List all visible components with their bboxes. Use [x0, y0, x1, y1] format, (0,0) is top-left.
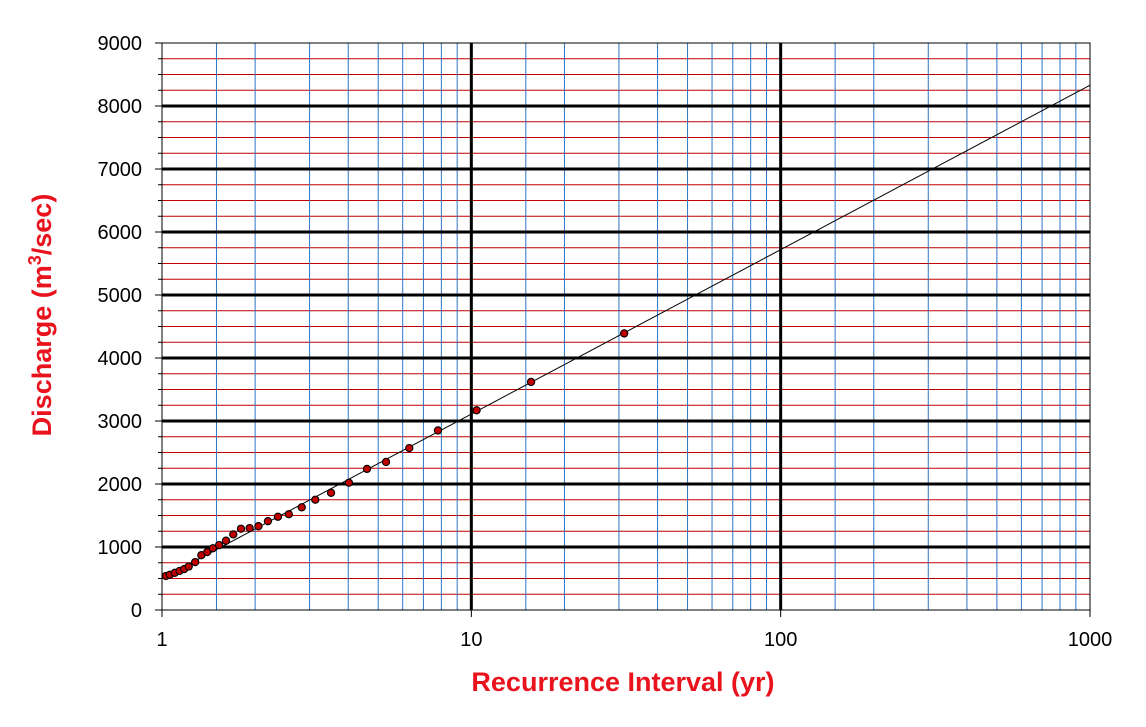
data-point [311, 495, 320, 504]
data-point [297, 503, 306, 512]
data-point [433, 426, 443, 435]
grid [162, 43, 1090, 610]
y-axis-title-superscript: 3 [25, 255, 45, 265]
x-tick-label: 1 [156, 629, 167, 651]
y-axis-title-main: Discharge (m [27, 265, 57, 436]
data-point [191, 557, 200, 567]
data-point [263, 517, 273, 526]
data-point [254, 522, 263, 531]
y-tick-label: 1000 [98, 537, 143, 559]
data-point [273, 512, 283, 521]
y-tick-label: 2000 [98, 474, 143, 496]
data-point [229, 530, 238, 539]
data-point [221, 536, 231, 545]
y-axis-title-tail: /sec) [27, 194, 57, 256]
y-tick-labels: 0 1000 2000 3000 4000 5000 6000 7000 8000 9000 [98, 33, 143, 622]
data-point [344, 478, 354, 487]
axes [155, 42, 1091, 617]
y-tick-label: 8000 [98, 96, 143, 118]
y-tick-label: 5000 [98, 285, 143, 307]
y-tick-label: 3000 [98, 411, 143, 433]
y-tick-label: 4000 [98, 348, 143, 370]
y-tick-label: 6000 [98, 222, 143, 244]
y-tick-label: 0 [131, 600, 142, 622]
data-point [405, 443, 414, 453]
data-point [620, 329, 629, 338]
data-point [526, 377, 536, 387]
x-tick-label: 100 [764, 629, 797, 651]
data-point [326, 488, 336, 497]
data-point [284, 510, 293, 519]
data-point [362, 464, 372, 474]
x-tick-label: 1000 [1068, 629, 1113, 651]
x-tick-labels: 1 10 100 1000 [156, 629, 1112, 651]
y-tick-label: 9000 [98, 33, 143, 55]
data-point [472, 406, 481, 415]
data-point [381, 457, 391, 467]
y-axis-title: Discharge (m3/sec) [25, 194, 57, 437]
y-tick-label: 7000 [98, 159, 143, 181]
data-point [236, 524, 246, 533]
x-axis-title: Recurrence Interval (yr) [471, 667, 774, 697]
data-point [203, 547, 212, 557]
data-point [184, 562, 193, 571]
data-points [161, 329, 629, 581]
data-point [245, 523, 254, 533]
data-point [214, 540, 224, 550]
x-tick-label: 10 [460, 629, 482, 651]
